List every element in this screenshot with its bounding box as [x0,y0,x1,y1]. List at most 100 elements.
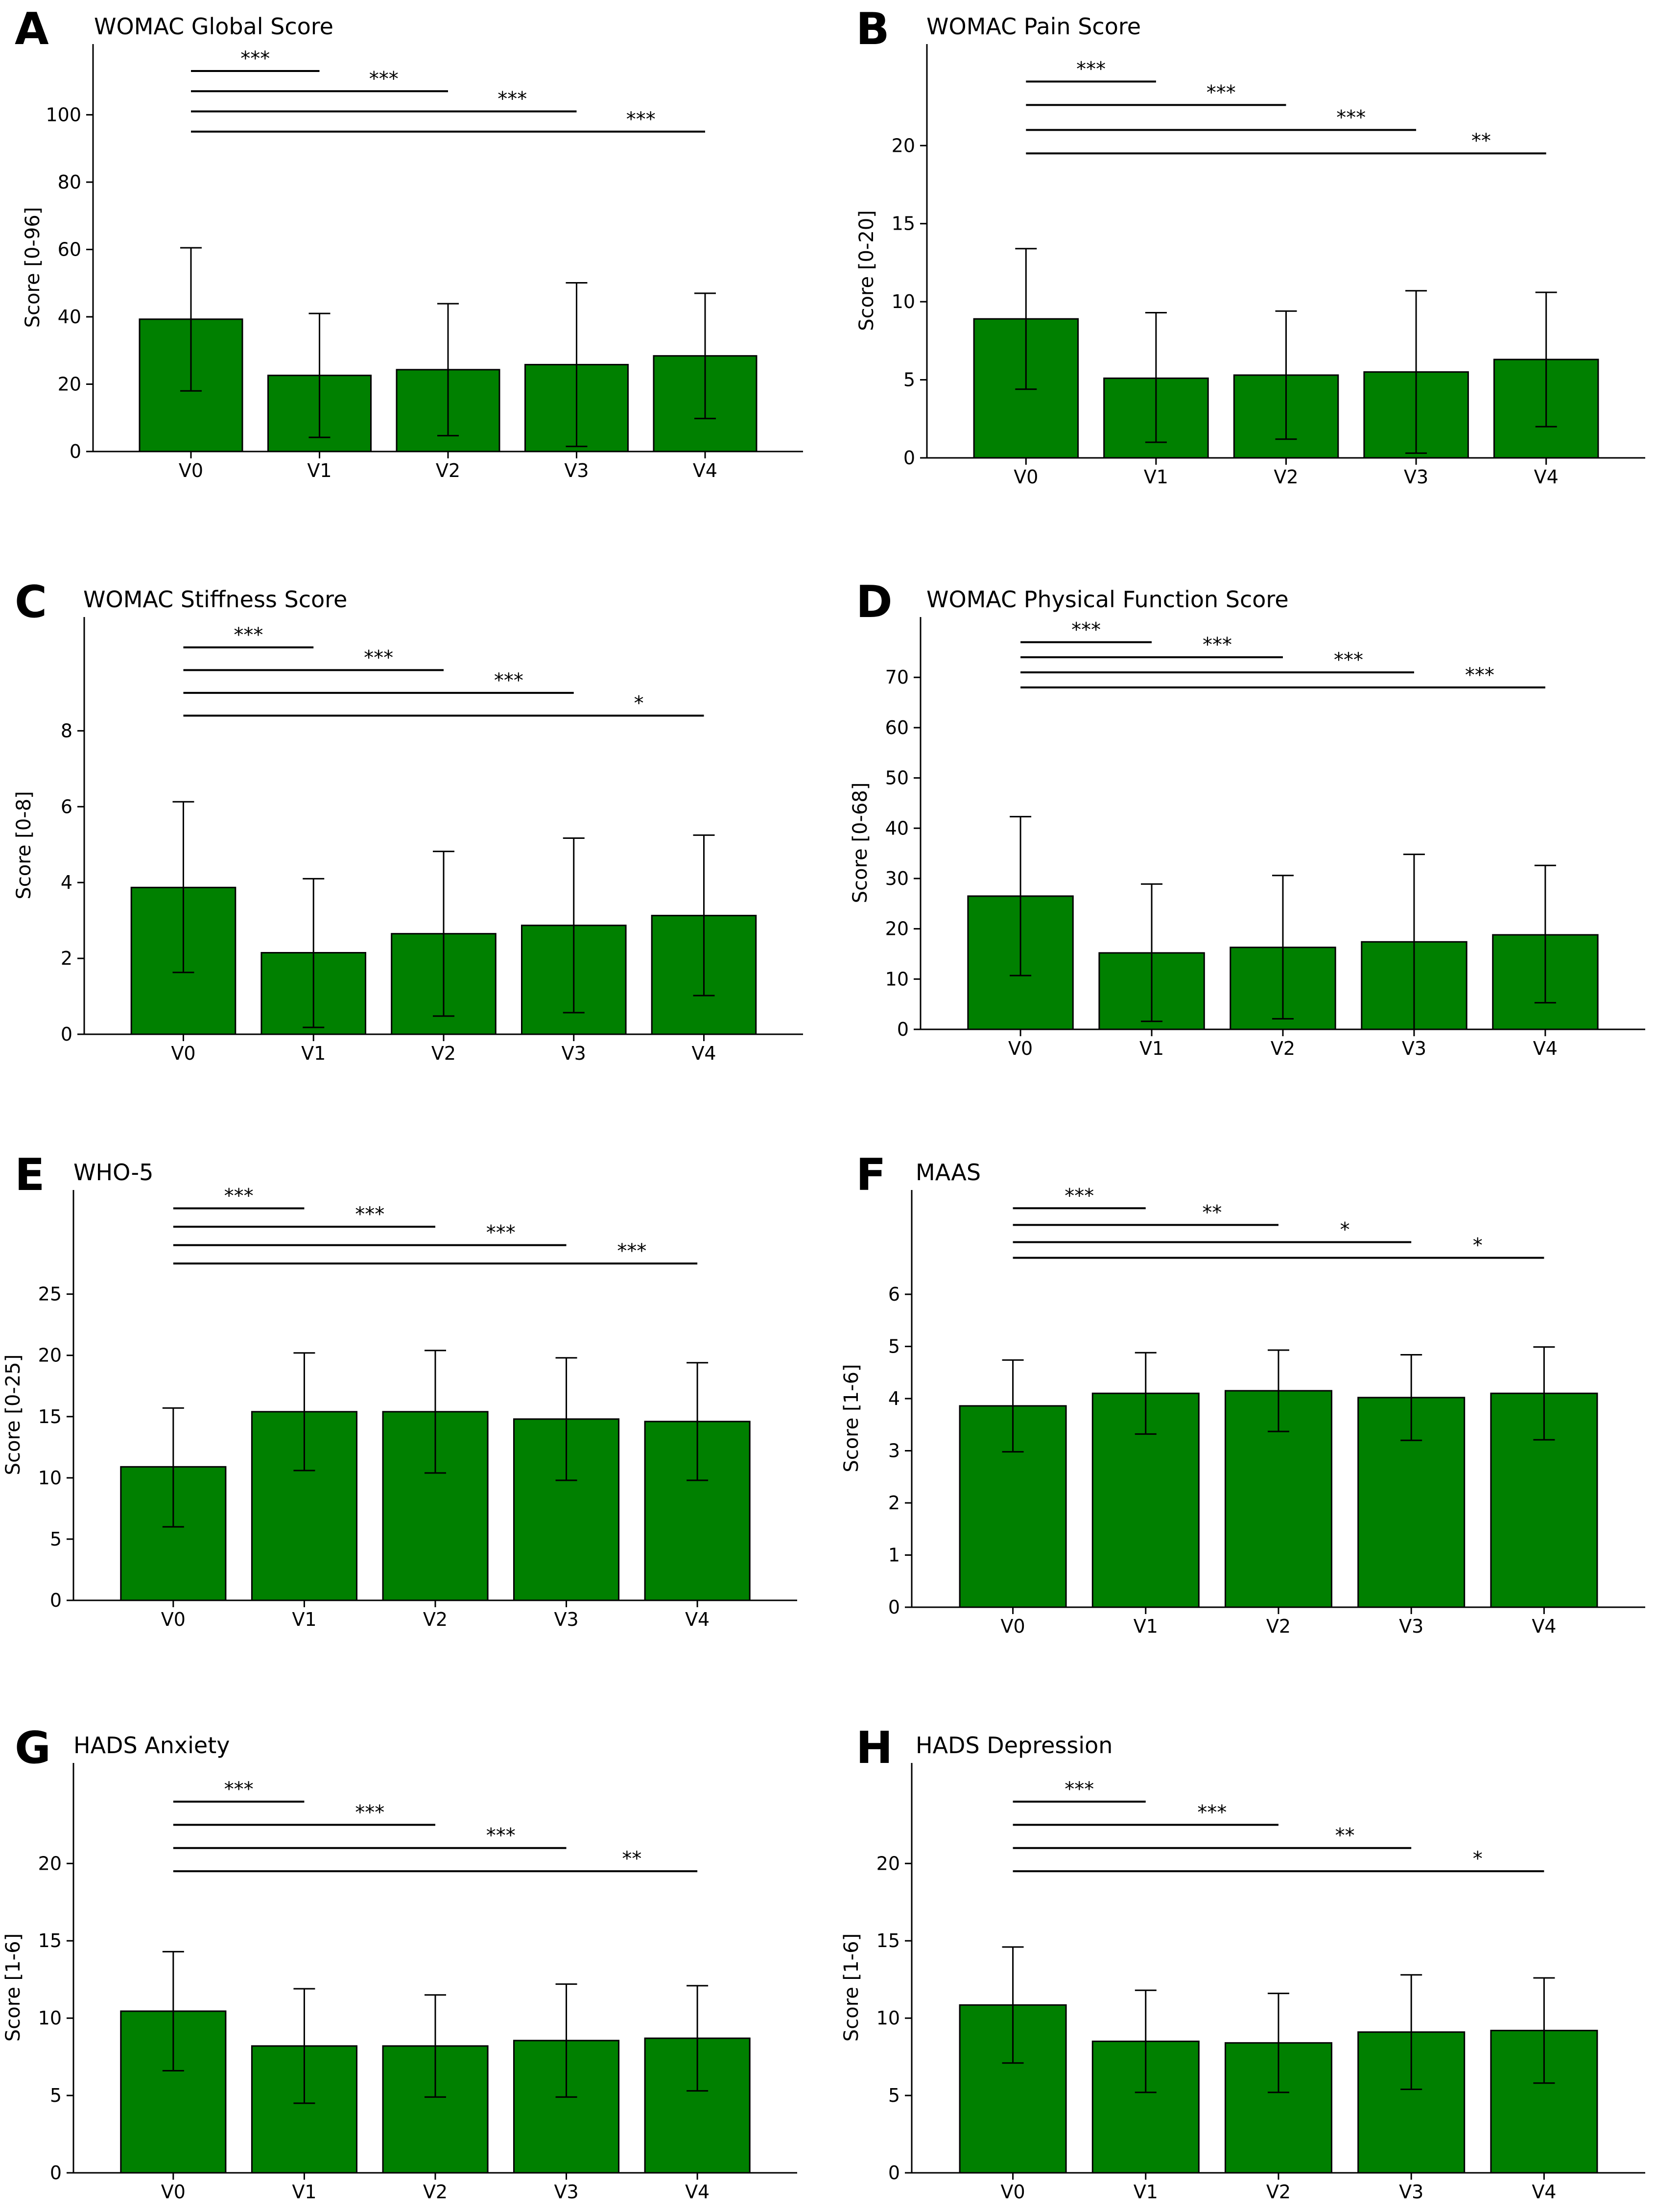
panel-a-significance-1: *** [190,48,320,72]
panel-h-error-bar-v1 [1135,1989,1157,2093]
panel-a-ytick-label-20: 20 [58,373,81,395]
panel-e: E WHO-5 0 5 10 15 20 25 V0 V1 V2 V3 V4 Score [0-25] **… [2,1149,797,1630]
panel-c: C WOMAC Stiffness Score 0 2 4 6 8 V0 V1 V2 V3 V4 Sco… [13,576,803,1064]
panel-a-error-bar-v4 [694,292,716,420]
panel-d-xtick-label-v2: V2 [1271,1038,1295,1059]
significance-label: * [634,692,644,714]
panel-h-significance-3: ** [1013,1825,1412,1849]
panel-f-significance-1: *** [1013,1185,1146,1210]
panel-f-ytick-label-3: 3 [888,1440,900,1462]
significance-label: ** [1202,1201,1222,1224]
panel-h-xtick-label-v3: V3 [1399,2181,1423,2203]
significance-label: *** [486,1222,516,1244]
panel-h-letter: H [856,1722,893,1774]
panel-f-title: MAAS [916,1159,981,1186]
panel-f-xtick-label-v1: V1 [1134,1616,1158,1637]
panel-a-xtick-label-v1: V1 [307,460,331,481]
panel-g-significance-4: ** [173,1848,698,1873]
significance-label: *** [1207,81,1236,104]
panel-c-ytick-label-8: 8 [61,720,72,741]
significance-label: * [1473,1234,1483,1257]
panel-c-title: WOMAC Stiffness Score [83,586,347,613]
panel-e-ytick-label-0: 0 [50,1590,62,1611]
panel-f-xtick-label-v2: V2 [1266,1616,1291,1637]
panel-h-error-bar-v2 [1268,1993,1289,2093]
panel-a-ytick-label-40: 40 [58,306,81,328]
panel-c-xtick-label-v2: V2 [431,1043,456,1064]
panel-d-ytick-label-20: 20 [885,918,909,940]
panel-c-ytick-label-0: 0 [61,1023,72,1045]
panel-e-xtick-label-v4: V4 [685,1609,710,1630]
panel-b-significance-2: *** [1026,81,1286,106]
panel-e-error-bar-v4 [686,1362,709,1481]
panel-d-xtick-label-v4: V4 [1533,1038,1558,1059]
panel-e-letter: E [15,1149,45,1201]
panel-h-xtick-label-v0: V0 [1001,2181,1025,2203]
panel-f-error-bar-v2 [1268,1349,1289,1432]
panel-f-ylabel: Score [1-6] [840,1364,863,1472]
panel-d-ytick-label-30: 30 [885,868,909,889]
panel-g-ytick-label-20: 20 [38,1853,62,1874]
significance-label: * [1473,1848,1483,1870]
panel-f-error-bar-v4 [1533,1346,1555,1441]
significance-label: *** [1071,618,1101,641]
panel-f-significance-4: * [1013,1234,1544,1259]
panel-f-error-bar-v0 [1002,1359,1024,1453]
panel-b-ytick-label-15: 15 [892,213,915,235]
panel-a-ylabel: Score [0-96] [22,207,44,328]
panel-e-significance-3: *** [173,1222,567,1246]
significance-label: *** [1065,1778,1094,1801]
significance-label: ** [1335,1825,1355,1847]
panel-h-ytick-label-0: 0 [888,2162,900,2184]
panel-c-xtick-label-v1: V1 [301,1043,326,1064]
panel-a-significance-2: *** [190,68,448,93]
panel-g-ytick-label-0: 0 [50,2162,62,2184]
panel-e-ytick-label-25: 25 [38,1284,62,1305]
significance-label: *** [1465,664,1494,687]
panel-h-ytick-label-5: 5 [888,2085,900,2106]
panel-d-xtick-label-v1: V1 [1139,1038,1164,1059]
panel-b-ylabel: Score [0-20] [855,210,878,331]
panel-g-error-bar-v0 [162,1950,184,2072]
panel-f-xtick-label-v3: V3 [1399,1616,1423,1637]
panel-d-significance-1: *** [1020,618,1152,643]
panel-a-xtick-label-v0: V0 [179,460,203,481]
panel-f-letter: F [856,1149,886,1201]
panel-c-ytick-label-2: 2 [61,948,72,969]
significance-label: ** [622,1848,641,1870]
panel-f-xtick-label-v0: V0 [1001,1616,1025,1637]
panel-d-significance-2: *** [1020,634,1283,659]
panel-d-title: WOMAC Physical Function Score [926,586,1289,613]
panel-f-error-bar-v1 [1135,1352,1157,1435]
panel-h-significance-1: *** [1013,1778,1146,1803]
panel-h-ytick-label-15: 15 [876,1930,900,1951]
panel-b-xtick-label-v4: V4 [1534,466,1559,488]
panel-a-xtick-label-v2: V2 [436,460,460,481]
panel-d-error-bar-v4 [1534,864,1556,1004]
panel-d-error-bar-v2 [1272,875,1294,1020]
panel-b-letter: B [856,3,890,55]
panel-b-xtick-label-v2: V2 [1274,466,1298,488]
panel-g-significance-3: *** [173,1825,567,1849]
panel-b-significance-1: *** [1026,58,1156,83]
panel-e-ytick-label-15: 15 [38,1406,62,1427]
panel-b-significance-4: ** [1026,130,1546,155]
panel-h-xtick-label-v2: V2 [1266,2181,1291,2203]
panel-c-error-bar-v2 [433,851,454,1017]
significance-label: *** [1197,1801,1227,1824]
panel-h-significance-2: *** [1013,1801,1278,1826]
panel-b-xtick-label-v0: V0 [1014,466,1038,488]
significance-label: *** [617,1240,646,1262]
panel-d-error-bar-v1 [1141,883,1163,1023]
panel-c-significance-4: * [183,692,704,717]
significance-label: *** [355,1801,384,1824]
panel-f-ytick-label-6: 6 [888,1284,900,1305]
panel-h-title: HADS Depression [916,1732,1112,1759]
significance-label: *** [234,624,263,646]
panel-g-error-bar-v1 [293,1988,315,2104]
panel-e-xtick-label-v0: V0 [161,1609,186,1630]
panel-a-significance-4: *** [190,108,706,133]
panel-f-xtick-label-v4: V4 [1532,1616,1556,1637]
